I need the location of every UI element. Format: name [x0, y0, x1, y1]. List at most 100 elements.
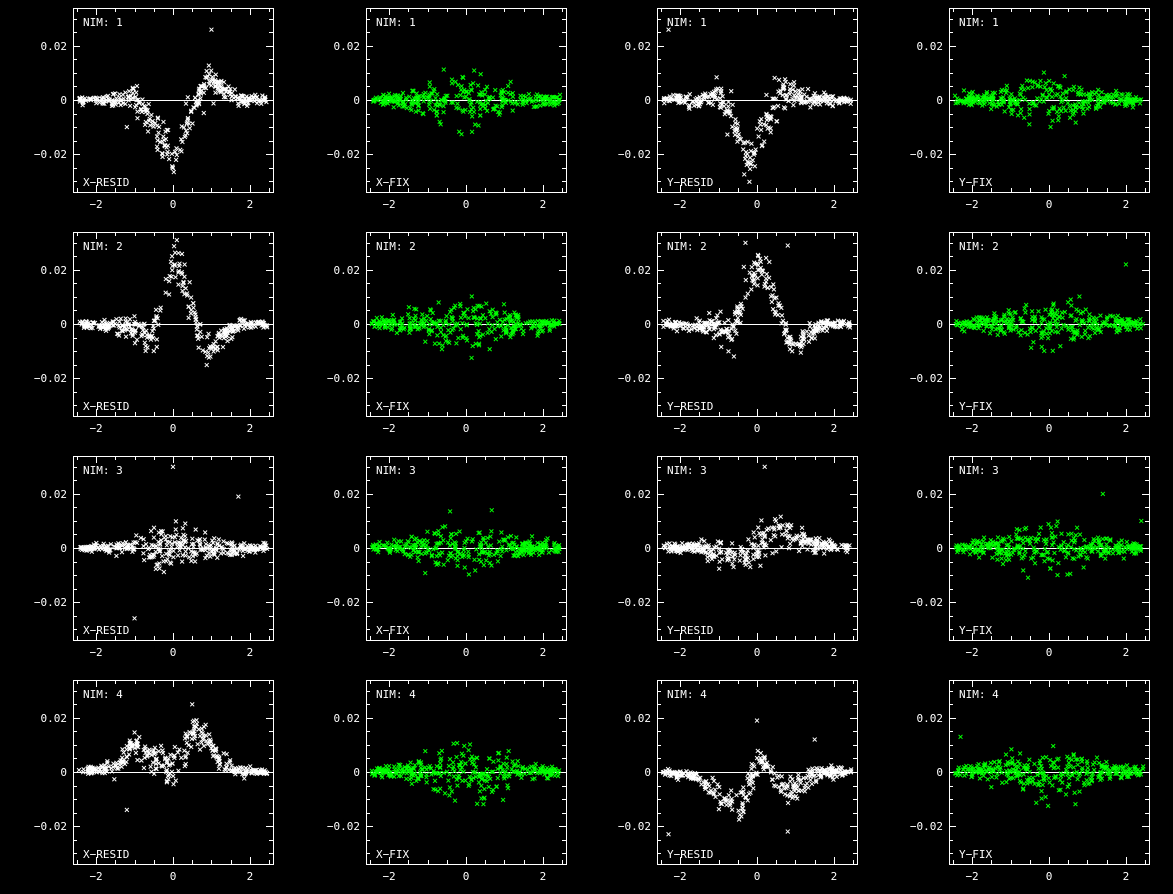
- data-point: [171, 243, 177, 249]
- data-point: [169, 151, 175, 157]
- data-point: [796, 88, 801, 93]
- data-point: [527, 319, 533, 324]
- data-point: [166, 156, 172, 162]
- data-point: [733, 125, 739, 131]
- data-point: [758, 116, 764, 122]
- data-point: [1042, 84, 1048, 90]
- data-point: [163, 290, 168, 296]
- data-point: [520, 331, 526, 337]
- data-point: [140, 97, 145, 102]
- data-point: [411, 316, 417, 322]
- data-point: [134, 83, 140, 89]
- data-point: [683, 321, 689, 327]
- data-point: [1038, 78, 1043, 84]
- data-point: [1077, 322, 1083, 328]
- data-point: [447, 309, 453, 315]
- data-point: [1063, 90, 1069, 95]
- data-point: [813, 96, 818, 102]
- data-point: [807, 320, 812, 326]
- data-point: [973, 97, 979, 102]
- data-point: [495, 109, 501, 115]
- data-point: [518, 97, 523, 102]
- data-point: [472, 315, 478, 321]
- data-point: [815, 325, 821, 331]
- data-point: [143, 348, 148, 354]
- panel-type-label: Y−RESID: [667, 624, 713, 637]
- data-point: [800, 87, 805, 92]
- data-point: [484, 108, 490, 114]
- panel-type-label: X−FIX: [376, 624, 409, 637]
- data-point: [219, 333, 224, 338]
- data-point: [183, 101, 189, 106]
- data-point: [1080, 319, 1086, 324]
- data-point: [497, 317, 503, 323]
- data-point: [1011, 327, 1016, 332]
- data-point: [169, 253, 175, 259]
- data-point: [701, 320, 707, 326]
- y-tick-label: −0.02: [34, 820, 67, 833]
- data-point: [664, 95, 670, 101]
- data-point: [1113, 101, 1119, 107]
- data-point: [686, 328, 692, 334]
- data-point: [814, 329, 819, 334]
- data-point: [749, 141, 754, 146]
- data-point: [421, 111, 426, 117]
- data-point: [181, 280, 186, 286]
- panel-type-label: X−FIX: [376, 176, 409, 189]
- data-point: [229, 97, 234, 103]
- data-point: [684, 96, 690, 101]
- data-point: [467, 109, 473, 115]
- nim-label: NIM: 2: [959, 240, 999, 253]
- data-point: [1006, 104, 1012, 110]
- data-point: [193, 320, 199, 325]
- data-point: [460, 75, 466, 81]
- data-point: [435, 333, 440, 338]
- data-point: [687, 103, 692, 108]
- data-point: [787, 86, 793, 92]
- data-point: [1004, 83, 1010, 89]
- data-point: [749, 277, 755, 283]
- data-point: [199, 334, 205, 340]
- panel-type-label: X−RESID: [83, 848, 129, 861]
- data-point: [758, 259, 764, 265]
- data-point: [206, 346, 212, 351]
- data-point: [505, 314, 511, 320]
- data-point: [243, 324, 248, 330]
- data-point: [551, 324, 557, 329]
- data-point: [808, 97, 814, 102]
- data-point: [764, 92, 769, 98]
- data-point: [490, 95, 496, 100]
- data-point: [779, 321, 784, 326]
- x-tick-label: −2: [382, 198, 395, 211]
- data-point: [188, 109, 194, 115]
- data-point: [968, 324, 974, 330]
- data-point: [135, 109, 140, 114]
- data-point: [211, 341, 217, 347]
- data-point: [1006, 307, 1012, 313]
- data-point: [1086, 100, 1091, 106]
- data-point: [223, 334, 229, 340]
- data-point: [1065, 100, 1071, 106]
- data-point: [111, 323, 117, 328]
- x-tick-label: −2: [89, 646, 102, 659]
- data-point: [123, 334, 129, 339]
- data-point: [810, 331, 815, 337]
- data-point: [144, 108, 150, 114]
- data-point: [143, 119, 149, 125]
- data-point: [460, 108, 465, 113]
- data-point: [161, 119, 166, 125]
- data-point: [449, 77, 455, 82]
- data-point: [437, 102, 443, 107]
- data-point: [706, 324, 712, 330]
- data-point: [677, 96, 683, 101]
- data-point: [1062, 73, 1067, 79]
- data-point: [423, 318, 429, 323]
- data-point: [791, 93, 797, 98]
- data-point: [687, 91, 693, 97]
- data-point: [1002, 312, 1007, 318]
- data-point: [835, 318, 841, 323]
- data-point: [733, 318, 739, 324]
- x-tick-label: −2: [673, 198, 686, 211]
- data-point: [371, 99, 376, 104]
